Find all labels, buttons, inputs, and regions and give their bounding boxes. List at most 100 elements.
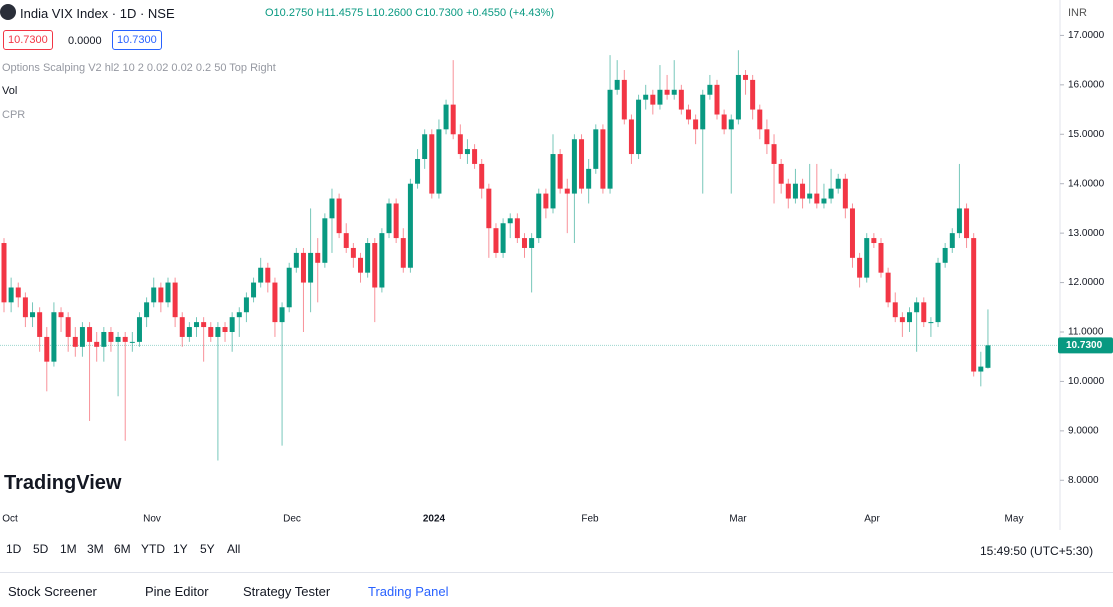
candle-body: [450, 104, 456, 135]
range-button[interactable]: 3M: [87, 542, 104, 556]
candle-body: [899, 317, 905, 323]
y-tick-label: 17.0000: [1068, 30, 1105, 41]
candle-body: [429, 134, 435, 194]
candle-body: [949, 233, 955, 248]
currency[interactable]: INR: [1068, 7, 1087, 19]
candle-body: [514, 218, 520, 239]
candle-body: [857, 257, 863, 278]
candle-body: [521, 238, 527, 248]
candle-body: [536, 193, 542, 239]
x-tick-label: Apr: [864, 514, 880, 525]
y-tick-label: 16.0000: [1068, 79, 1105, 90]
indicator[interactable]: Vol: [2, 85, 18, 97]
candle-body: [914, 302, 920, 313]
candle-body: [714, 84, 720, 115]
range-button[interactable]: 5Y: [200, 542, 215, 556]
candle-body: [550, 154, 556, 209]
candle-body: [971, 238, 977, 372]
candle-body: [457, 134, 463, 155]
x-tick-label: Mar: [729, 514, 747, 525]
candle-body: [707, 84, 713, 95]
candle-body: [194, 322, 200, 328]
candle-body: [621, 79, 627, 120]
candle-body: [1, 243, 7, 303]
candle-body: [37, 312, 43, 337]
candle-body: [115, 336, 121, 342]
candle-body: [757, 109, 763, 130]
candle-body: [671, 89, 677, 95]
candle-body: [386, 203, 392, 234]
candle-body: [336, 198, 342, 234]
candle-body: [835, 178, 841, 189]
candle-body: [607, 89, 613, 189]
range-button[interactable]: 5D: [33, 542, 49, 556]
symbol-icon: [0, 4, 16, 20]
candle-body: [265, 267, 271, 283]
candle-body: [800, 183, 806, 199]
ohlc-legend: O10.2750 H11.4575 L10.2600 C10.7300 +0.4…: [265, 7, 555, 19]
candle-body: [293, 252, 299, 268]
candle-body: [122, 336, 128, 342]
y-tick-label: 12.0000: [1068, 277, 1105, 288]
candle-body: [22, 297, 28, 318]
candle-body: [443, 104, 449, 130]
candle-body: [921, 302, 927, 323]
candle-body: [693, 119, 699, 130]
candle-body: [343, 233, 349, 248]
range-button[interactable]: 1D: [6, 542, 22, 556]
clock: 15:49:50 (UTC+5:30): [980, 544, 1094, 558]
chart: 8.0000 9.0000 10.0000 11.0000 12.0000 13.0000…: [0, 0, 1113, 530]
candle-body: [871, 238, 877, 244]
tab[interactable]: Strategy Tester: [243, 584, 331, 599]
candle-body: [258, 267, 264, 283]
candle-body: [486, 188, 492, 229]
x-tick-label: May: [1005, 514, 1024, 525]
candle-body: [215, 327, 221, 337]
x-tick-label: Feb: [581, 514, 599, 525]
candle-body: [44, 336, 50, 362]
x-tick-label: Oct: [2, 514, 18, 525]
candle-body: [208, 327, 214, 337]
candle-body: [493, 228, 499, 253]
symbol[interactable]: India VIX Index · 1D · NSE: [20, 6, 175, 21]
candle-body: [379, 233, 385, 288]
candle-body: [186, 327, 192, 337]
last-price-label: 10.7300: [1066, 340, 1103, 351]
range-button[interactable]: 1Y: [173, 542, 188, 556]
y-tick-label: 11.0000: [1068, 327, 1104, 338]
indicator[interactable]: CPR: [2, 109, 26, 121]
y-tick-label: 14.0000: [1068, 178, 1105, 189]
candle-body: [628, 119, 634, 155]
y-tick-label: 13.0000: [1068, 228, 1105, 239]
range-button[interactable]: All: [227, 542, 241, 556]
candle-body: [436, 129, 442, 194]
candle-body: [286, 267, 292, 308]
tab[interactable]: Pine Editor: [145, 584, 209, 599]
candle-body: [322, 218, 328, 263]
tab[interactable]: Stock Screener: [8, 584, 97, 599]
tab[interactable]: Trading Panel: [368, 584, 449, 599]
candle-body: [728, 119, 734, 130]
candle-body: [15, 287, 21, 298]
candle-body: [507, 218, 513, 224]
candle-body: [400, 238, 406, 268]
candle-body: [978, 366, 984, 372]
candle-body: [785, 183, 791, 199]
candle-body: [593, 129, 599, 169]
range-button[interactable]: 1M: [60, 542, 77, 556]
candle-body: [935, 262, 941, 323]
candle-body: [614, 79, 620, 90]
candle-body: [464, 149, 470, 155]
candle-body: [165, 282, 171, 303]
candle-body: [579, 139, 585, 189]
candle-body: [814, 193, 820, 204]
indicator[interactable]: Options Scalping V2 hl2 10 2 0.02 0.02 0…: [2, 62, 276, 74]
candle-body: [108, 331, 114, 342]
range-button[interactable]: YTD: [141, 542, 165, 556]
candle-body: [179, 317, 185, 337]
candle-body: [65, 317, 71, 337]
range-button[interactable]: 6M: [114, 542, 131, 556]
candle-body: [172, 282, 178, 318]
ask-box: 10.7300: [112, 30, 162, 50]
y-tick-label: 8.0000: [1068, 475, 1099, 486]
